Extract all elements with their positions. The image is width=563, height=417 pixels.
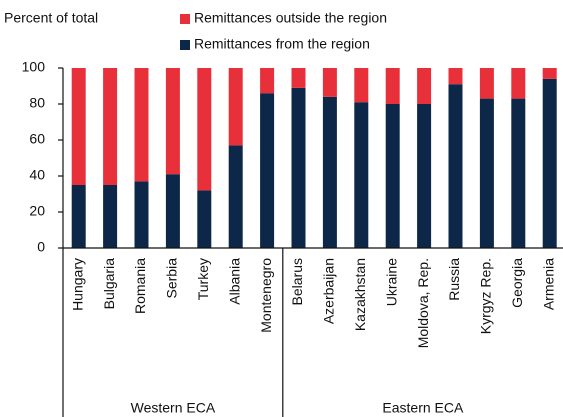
bar-segment xyxy=(511,98,526,248)
bar-segment xyxy=(479,68,494,99)
bar-segment xyxy=(385,68,400,104)
bar-segment xyxy=(448,84,463,248)
x-tick-label: Albania xyxy=(226,258,242,305)
bar-segment xyxy=(165,174,180,248)
y-tick-label: 0 xyxy=(37,239,45,255)
bar-segment xyxy=(417,68,432,104)
x-tick-label: Azerbaijan xyxy=(321,258,337,324)
bar-segment xyxy=(197,190,212,248)
y-tick-label: 80 xyxy=(29,95,45,111)
bar-segment xyxy=(511,68,526,99)
x-tick-label: Russia xyxy=(446,258,462,301)
bar-segment xyxy=(542,68,557,79)
legend-swatch xyxy=(180,14,190,24)
bar-segment xyxy=(542,78,557,248)
x-tick-label: Montenegro xyxy=(258,258,274,333)
x-tick-label: Romania xyxy=(132,258,148,314)
bar-segment xyxy=(260,68,275,94)
bar-segment xyxy=(71,185,86,248)
group-label: Eastern ECA xyxy=(382,400,464,416)
bar-segment xyxy=(291,87,306,248)
x-tick-label: Ukraine xyxy=(383,258,399,306)
x-tick-label: Belarus xyxy=(289,258,305,305)
y-tick-label: 20 xyxy=(29,203,45,219)
x-tick-label: Bulgaria xyxy=(101,258,117,310)
legend-label: Remittances outside the region xyxy=(194,10,387,26)
bar-segment xyxy=(354,68,369,103)
x-tick-label: Moldova, Rep. xyxy=(415,258,431,348)
y-tick-label: 100 xyxy=(22,59,46,75)
bar-segment xyxy=(417,104,432,248)
x-tick-label: Kyrgyz Rep. xyxy=(478,258,494,334)
x-tick-label: Armenia xyxy=(540,258,556,310)
bar-segment xyxy=(228,145,243,248)
bar-segment xyxy=(260,93,275,248)
bar-segment xyxy=(322,96,337,248)
x-tick-label: Turkey xyxy=(195,258,211,300)
x-tick-label: Georgia xyxy=(509,258,525,308)
x-tick-label: Serbia xyxy=(164,258,180,299)
bar-segment xyxy=(103,68,118,185)
y-tick-label: 40 xyxy=(29,167,45,183)
bar-segment xyxy=(448,68,463,85)
bar-segment xyxy=(322,68,337,97)
bar-segment xyxy=(228,68,243,146)
bar-segment xyxy=(71,68,86,185)
bar-segment xyxy=(165,68,180,175)
bar-segment xyxy=(354,102,369,248)
y-axis-title: Percent of total xyxy=(4,10,98,26)
bar-segment xyxy=(134,181,149,248)
legend-label: Remittances from the region xyxy=(194,36,370,52)
x-tick-label: Hungary xyxy=(69,258,85,311)
bar-segment xyxy=(291,68,306,88)
bar-segment xyxy=(103,185,118,248)
bar-segment xyxy=(479,98,494,248)
legend-swatch xyxy=(180,40,190,50)
y-tick-label: 60 xyxy=(29,131,45,147)
bar-segment xyxy=(197,68,212,191)
group-label: Western ECA xyxy=(131,400,216,416)
bar-segment xyxy=(385,104,400,248)
bar-segment xyxy=(134,68,149,182)
x-tick-label: Kazakhstan xyxy=(352,258,368,331)
